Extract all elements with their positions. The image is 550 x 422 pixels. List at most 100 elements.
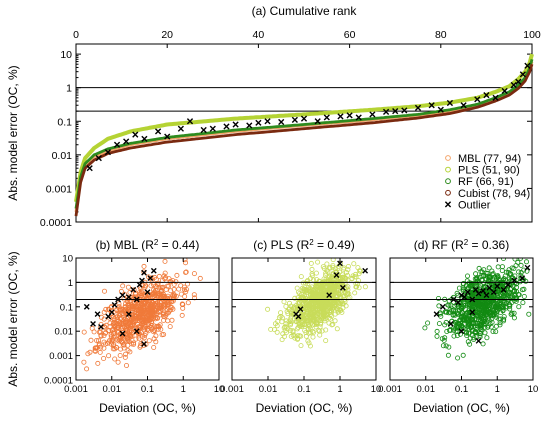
scatter-point [313, 301, 319, 307]
outlier-mark-d [433, 311, 440, 318]
scatter-point [489, 268, 495, 274]
scatter-point [101, 333, 107, 339]
panel-a-frame [75, 43, 533, 223]
scatter-point [288, 333, 294, 339]
panel-c-x-tick-label: 0.1 [297, 384, 310, 395]
scatter-point [511, 289, 517, 295]
panel-b-x-tick-label: 10 [214, 384, 225, 395]
scatter-point [101, 355, 107, 361]
scatter-point [465, 294, 471, 300]
outlier-mark-a [474, 96, 481, 103]
scatter-point [294, 315, 300, 321]
panel-a-y-tick-label: 0.1 [57, 116, 72, 128]
outlier-mark-a [460, 102, 467, 109]
scatter-point [182, 293, 188, 299]
panel-a-x-tick-label: 100 [523, 29, 541, 41]
scatter-point [448, 302, 454, 308]
scatter-point [487, 312, 493, 318]
scatter-point [336, 291, 342, 297]
legend-marker-1 [445, 166, 451, 173]
scatter-point [488, 324, 494, 330]
scatter-point [501, 286, 507, 292]
outlier-mark-a [492, 94, 499, 101]
outlier-mark-b [125, 294, 132, 300]
scatter-point [131, 341, 137, 347]
scatter-point [125, 284, 131, 290]
scatter-point [94, 337, 100, 343]
scatter-point [422, 325, 428, 331]
scatter-point [453, 320, 459, 326]
scatter-point [147, 324, 153, 330]
panel-a-x-tick-label: 20 [161, 29, 173, 41]
scatter-point [299, 295, 305, 301]
scatter-point [274, 329, 280, 335]
panel-c-scatter [265, 258, 368, 349]
scatter-point [465, 339, 471, 345]
scatter-point [324, 302, 330, 308]
panel-d-x-tick-label: 1 [495, 384, 500, 395]
panel-b-title: (b) MBL (R2 = 0.44) [96, 238, 200, 252]
scatter-point [319, 292, 325, 298]
scatter-point [325, 269, 331, 275]
scatter-point [326, 315, 332, 321]
outlier-mark-b [133, 296, 140, 303]
scatter-point [460, 286, 466, 292]
scatter-point [484, 319, 490, 325]
scatter-point [473, 282, 479, 288]
panel-b-x-tick-label: 1 [181, 384, 186, 395]
scatter-point [330, 258, 336, 263]
outlier-mark-a [177, 125, 184, 132]
scatter-point [327, 265, 333, 271]
scatter-point [85, 351, 91, 357]
scatter-point [170, 292, 176, 298]
scatter-point [128, 328, 134, 334]
scatter-point [110, 346, 116, 352]
scatter-point [151, 309, 157, 315]
scatter-point [338, 301, 344, 307]
scatter-point [436, 321, 442, 327]
scatter-point [493, 275, 499, 281]
scatter-point [315, 293, 321, 299]
scatter-point [485, 299, 491, 305]
panel-d-x-tick-label: 0.1 [455, 384, 468, 395]
outlier-mark-a [337, 113, 344, 120]
scatter-point [467, 341, 473, 347]
outlier-mark-a [95, 155, 102, 162]
scatter-point [299, 285, 305, 291]
scatter-point [151, 323, 157, 329]
outlier-mark-b [98, 324, 104, 330]
panel-b-y-tick-label: 1 [68, 278, 73, 289]
series-line-3 [74, 63, 534, 217]
scatter-point [441, 337, 447, 343]
scatter-point [521, 293, 527, 299]
scatter-point [353, 271, 359, 277]
scatter-point [344, 269, 350, 275]
scatter-point [467, 335, 473, 341]
scatter-point [449, 308, 455, 314]
scatter-point [161, 317, 167, 323]
scatter-point [146, 312, 152, 318]
scatter-point [512, 258, 518, 262]
scatter-point [446, 344, 452, 350]
scatter-point [114, 307, 120, 313]
outlier-mark-b [130, 286, 137, 293]
scatter-point [490, 300, 496, 306]
scatter-point [312, 308, 318, 314]
scatter-point [133, 336, 139, 342]
scatter-point [109, 327, 115, 333]
scatter-point [180, 305, 186, 311]
scatter-point [460, 352, 466, 358]
legend-marker-2 [445, 178, 451, 185]
scatter-point [477, 303, 483, 309]
scatter-point [84, 366, 90, 372]
scatter-point [124, 362, 130, 368]
scatter-point [468, 324, 474, 330]
scatter-point [150, 328, 156, 334]
panel-a-title: (a) Cumulative rank [252, 4, 358, 18]
outlier-mark-d [447, 320, 454, 327]
outlier-mark-d [469, 296, 476, 303]
panel-a-y-tick-label: 0.01 [52, 150, 73, 162]
scatter-point [89, 325, 95, 331]
scatter-point [490, 328, 496, 334]
